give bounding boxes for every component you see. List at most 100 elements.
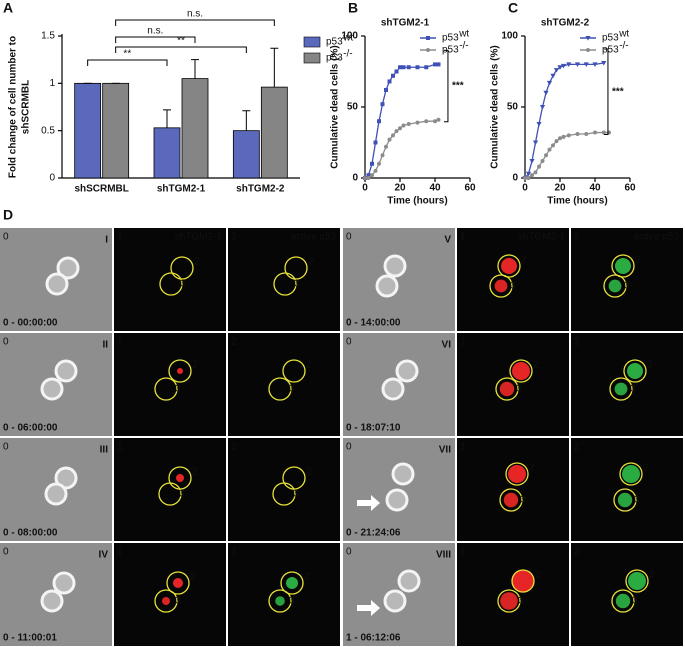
panel-letter: B [348, 0, 358, 16]
cell [381, 377, 405, 401]
x-tick-label: shTGM2-1 [157, 184, 206, 195]
point [551, 143, 555, 148]
frame-numeral: V [444, 235, 451, 246]
y-tick-label: 100 [341, 31, 358, 42]
cell [391, 462, 415, 486]
point [554, 139, 559, 144]
point [426, 36, 430, 40]
x-axis-label: Time (hours) [387, 196, 447, 207]
x-tick-label: 0 [362, 183, 368, 194]
x-axis-label: Time (hours) [547, 196, 607, 207]
channel-index: 2 [574, 337, 580, 348]
channel-label: shTGM2-1 [175, 232, 223, 243]
cell-outline [154, 589, 178, 613]
y-axis-label: Cumulative dead cells (%) [490, 45, 501, 168]
y-axis-label: Cumulative dead cells (%) [330, 45, 341, 168]
cell-label: 3 [624, 281, 630, 292]
y-axis-label: Fold change of cell number to [8, 36, 19, 178]
cell-label: 2 [306, 360, 312, 371]
channel-index: 1 [460, 232, 466, 243]
signal [286, 577, 298, 589]
cell-outline [619, 462, 643, 486]
panel-letter: C [508, 0, 518, 16]
cell-outline [154, 377, 178, 401]
cell [45, 272, 69, 296]
channel-index: 0 [346, 442, 352, 453]
legend-superscript: -/- [619, 41, 628, 52]
point [566, 62, 572, 67]
point [523, 176, 527, 180]
legend-label: p53 [602, 45, 619, 56]
cell-label: 2 [194, 257, 200, 268]
y-tick-label: 50 [347, 102, 359, 113]
fluorescence-image [571, 543, 683, 646]
x-tick-label: 60 [624, 183, 636, 194]
point [401, 123, 406, 128]
cell-outline [497, 254, 521, 278]
bar [74, 82, 102, 179]
cell-label: 2 [647, 360, 653, 371]
point [363, 176, 367, 180]
legend-superscript: -/- [343, 49, 352, 60]
channel-index: 1 [117, 547, 123, 558]
significance-label: ** [177, 36, 185, 47]
chart-title: shTGM2-1 [381, 18, 430, 29]
cell-label: 3 [518, 596, 524, 607]
significance-label: n.s. [147, 26, 163, 37]
point [398, 126, 402, 131]
point [380, 153, 385, 158]
x-tick-label: shTGM2-2 [236, 184, 285, 195]
point [401, 65, 406, 70]
phase-image [343, 228, 455, 331]
cell [54, 466, 78, 490]
legend-superscript: -/- [459, 41, 468, 52]
channel-index: 2 [231, 337, 237, 348]
signal [614, 382, 628, 396]
cell-outline [166, 571, 190, 595]
point [384, 87, 388, 92]
y-tick-label: 0 [49, 173, 55, 184]
cell-outline [613, 488, 637, 512]
point [373, 168, 378, 173]
y-tick-label: 0 [352, 173, 358, 184]
cell-label: 3 [180, 279, 186, 290]
point [424, 119, 429, 124]
y-tick-label: 1 [49, 78, 55, 89]
frame-numeral: I [105, 235, 108, 246]
cell-label: 3 [632, 596, 638, 607]
point [406, 65, 411, 70]
cell-label: 2 [649, 570, 655, 581]
x-tick-label: shSCRMBL [74, 184, 128, 195]
fluorescence-image [114, 543, 226, 646]
cell [385, 488, 409, 512]
point [560, 63, 567, 69]
point [601, 130, 606, 135]
channel-index: 2 [231, 442, 237, 453]
legend-label: p53 [442, 45, 459, 56]
cell-label: 3 [289, 384, 295, 395]
point [530, 173, 534, 178]
bar [260, 86, 288, 179]
frame-numeral: VIII [436, 550, 451, 561]
cell-outline [611, 589, 635, 613]
x-tick-label: 20 [394, 183, 406, 194]
signal [275, 596, 285, 606]
cell [56, 256, 80, 280]
significance-bracket [115, 46, 247, 53]
cell-outline [280, 571, 304, 595]
channel-index: 1 [460, 547, 466, 558]
point [370, 161, 374, 166]
timestamp: 0 - 00:00:00 [3, 318, 58, 329]
series-line [525, 131, 609, 179]
point [593, 130, 597, 135]
fluorescence-image [228, 438, 340, 541]
bar [181, 78, 209, 179]
channel-index: 1 [460, 442, 466, 453]
cell-outline [499, 488, 523, 512]
cell-outline [159, 272, 183, 296]
point [370, 173, 374, 178]
point [584, 131, 589, 136]
cell-label: 2 [192, 467, 198, 478]
point [391, 73, 395, 78]
cell-outline [489, 274, 513, 298]
